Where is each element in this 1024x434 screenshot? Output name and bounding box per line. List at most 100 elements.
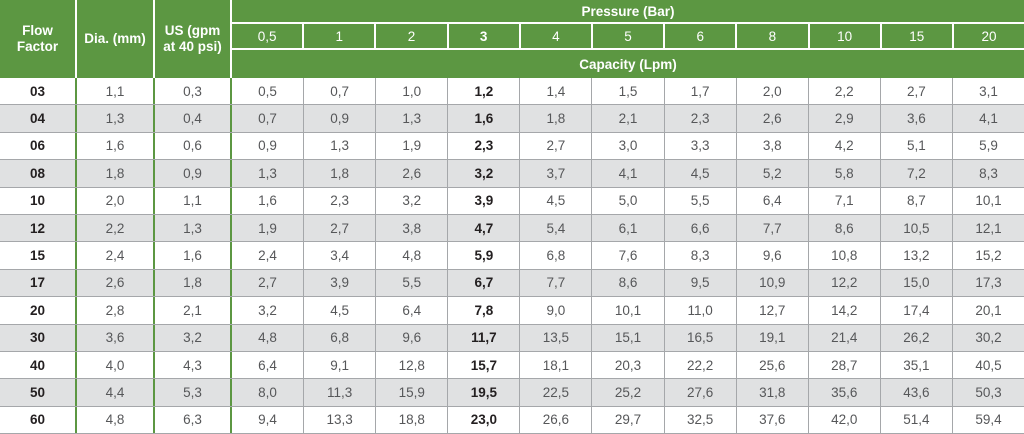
- capacity-cell: 3,9: [304, 269, 377, 297]
- pressure-column-header-2: 2: [376, 24, 449, 48]
- dia-mm-cell: 1,1: [77, 78, 155, 105]
- capacity-cell: 6,4: [232, 351, 305, 379]
- table-row-50: 50 4,4 5,3 8,0 11,3 15,9 19,5 22,5 25,2 27,6 31,8 3…: [0, 379, 1024, 407]
- capacity-cell: 18,1: [520, 351, 593, 379]
- dia-mm-cell: 1,6: [77, 132, 155, 160]
- capacity-cell: 2,6: [376, 160, 449, 187]
- capacity-cell: 5,9: [979, 138, 998, 154]
- pressure-column-header-8: 8: [737, 24, 810, 48]
- capacity-cell: 5,2: [737, 160, 809, 187]
- capacity-cell: 1,6: [448, 105, 521, 132]
- us-gpm-cell: 2,1: [155, 297, 232, 324]
- capacity-cell: 4,1: [979, 111, 998, 127]
- capacity-cell: 2,9: [809, 105, 881, 132]
- capacity-cell: 12,1: [975, 220, 1002, 236]
- us-gpm-cell: 3,2: [155, 324, 232, 351]
- capacity-cell: 1,3: [304, 132, 377, 160]
- capacity-cell: 7,1: [809, 187, 881, 214]
- capacity-cell: 21,4: [809, 324, 881, 351]
- table-row-30: 30 3,6 3,2 4,8 6,8 9,6 11,7 13,5 15,1 16,5 19,1 21,…: [0, 324, 1024, 352]
- capacity-cell: 3,6: [881, 105, 953, 132]
- capacity-cell: 1,5: [592, 78, 665, 105]
- capacity-cell: 6,8: [520, 242, 593, 269]
- capacity-cell: 50,3: [975, 384, 1002, 400]
- capacity-cell: 2,2: [809, 78, 881, 105]
- pressure-column-header-3: 3: [449, 24, 521, 48]
- capacity-cell: 28,7: [809, 351, 881, 379]
- capacity-cell: 13,3: [304, 406, 377, 434]
- capacity-cell: 19,5: [448, 379, 521, 406]
- table-row-10: 10 2,0 1,1 1,6 2,3 3,2 3,9 4,5 5,0 5,5 6,4 7,1 8,7 10…: [0, 187, 1024, 215]
- flow-factor-cell: 15: [0, 242, 77, 269]
- flow-factor-cell: 03: [0, 78, 77, 105]
- pressure-column-header-0_5: 0,5: [232, 24, 305, 48]
- capacity-cell: 10,1: [975, 193, 1002, 209]
- capacity-cell: 9,1: [304, 351, 377, 379]
- us-gpm-cell: 5,3: [155, 379, 232, 406]
- capacity-cell: 30,2: [975, 330, 1002, 346]
- capacity-cell: 9,6: [737, 242, 809, 269]
- capacity-cell: 18,8: [376, 406, 449, 434]
- capacity-cell: 25,2: [592, 379, 665, 406]
- capacity-cell: 3,2: [232, 297, 305, 324]
- capacity-cell: 32,5: [665, 406, 737, 434]
- us-gpm-cell: 0,3: [155, 78, 232, 105]
- capacity-cell: 5,5: [665, 187, 737, 214]
- us-gpm-cell: 0,4: [155, 105, 232, 132]
- capacity-cell: 5,5: [376, 269, 449, 297]
- pressure-column-header-1: 1: [304, 24, 377, 48]
- capacity-cell: 2,1: [592, 105, 665, 132]
- flow-factor-cell: 12: [0, 214, 77, 242]
- capacity-cell: 16,5: [665, 324, 737, 351]
- capacity-cell: 14,2: [809, 297, 881, 324]
- dia-mm-cell: 4,0: [77, 351, 155, 379]
- capacity-cell: 5,0: [592, 187, 665, 214]
- us-gpm-cell: 4,3: [155, 351, 232, 379]
- capacity-cell: 27,6: [665, 379, 737, 406]
- us-gpm-cell: 0,9: [155, 160, 232, 187]
- capacity-cell: 17,4: [881, 297, 953, 324]
- capacity-cell: 15,2: [975, 248, 1002, 264]
- capacity-cell: 22,5: [520, 379, 593, 406]
- dia-mm-cell: 2,0: [77, 187, 155, 214]
- capacity-cell: 10,1: [592, 297, 665, 324]
- table-row-08: 08 1,8 0,9 1,3 1,8 2,6 3,2 3,7 4,1 4,5 5,2 5,8 7,2 8,…: [0, 160, 1024, 188]
- capacity-cell: 2,7: [881, 78, 953, 105]
- capacity-cell: 10,8: [809, 242, 881, 269]
- capacity-cell: 11,3: [304, 379, 377, 406]
- capacity-cell: 0,9: [232, 132, 305, 160]
- capacity-cell: 6,8: [304, 324, 377, 351]
- pressure-column-header-4: 4: [521, 24, 593, 48]
- capacity-cell: 11,7: [448, 324, 521, 351]
- flow-factor-cell: 20: [0, 297, 77, 324]
- capacity-cell: 2,7: [232, 269, 305, 297]
- capacity-cell: 9,5: [665, 269, 737, 297]
- capacity-cell: 4,8: [232, 324, 305, 351]
- capacity-cell: 1,4: [520, 78, 593, 105]
- flow-factor-cell: 50: [0, 379, 77, 406]
- capacity-cell: 2,7: [304, 214, 377, 242]
- capacity-cell: 1,7: [665, 78, 737, 105]
- capacity-cell: 6,4: [376, 297, 449, 324]
- pressure-values-row: 0,5 1 2 3 4 5 6 8 10 15 20: [232, 22, 1024, 50]
- us-gpm-cell: 6,3: [155, 406, 232, 434]
- capacity-cell: 1,8: [520, 105, 593, 132]
- capacity-cell: 42,0: [809, 406, 881, 434]
- capacity-cell: 12,2: [809, 269, 881, 297]
- capacity-cell: 3,1: [979, 83, 998, 99]
- capacity-cell: 6,1: [592, 214, 665, 242]
- capacity-cell: 7,7: [520, 269, 593, 297]
- capacity-cell: 2,7: [520, 132, 593, 160]
- capacity-cell: 5,4: [520, 214, 593, 242]
- capacity-cell: 2,4: [232, 242, 305, 269]
- capacity-cell: 8,3: [665, 242, 737, 269]
- header-us-gpm: US (gpm at 40 psi): [155, 0, 232, 78]
- capacity-cell: 4,1: [592, 160, 665, 187]
- capacity-cell: 4,7: [448, 214, 521, 242]
- dia-mm-cell: 4,4: [77, 379, 155, 406]
- capacity-cell: 2,3: [665, 105, 737, 132]
- us-gpm-cell: 0,6: [155, 132, 232, 160]
- capacity-cell: 2,3: [448, 132, 521, 160]
- capacity-cell: 8,3: [979, 165, 998, 181]
